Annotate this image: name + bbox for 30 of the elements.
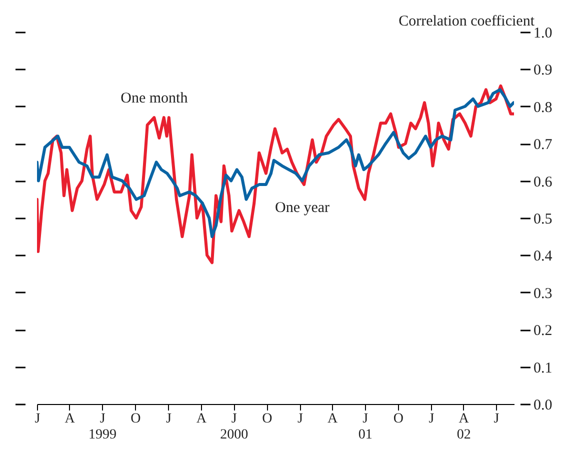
- series-label: One month: [120, 90, 188, 107]
- series-label: One year: [275, 200, 330, 216]
- y-tick-label: 0.5: [534, 212, 552, 228]
- y-tick-label: 0.4: [534, 248, 553, 265]
- x-tick-label: J 01: [358, 412, 372, 442]
- x-tick-label: J 2000: [220, 412, 248, 442]
- x-tick-label: J: [34, 412, 41, 426]
- x-tick-label: A: [196, 412, 208, 426]
- y-tick-label: 1.0: [534, 26, 552, 42]
- x-tick-label: O: [262, 412, 272, 426]
- x-tick-label: J: [166, 412, 172, 426]
- y-tick-label: 0.6: [534, 174, 553, 190]
- x-tick-label: O: [393, 412, 404, 426]
- y-tick-label: 0.2: [534, 323, 552, 340]
- line-series: [37, 88, 514, 238]
- y-axis-title: Correlation coefficient: [398, 14, 536, 30]
- y-tick-label: 0.8: [534, 100, 552, 116]
- x-tick-label: J: [298, 412, 304, 426]
- y-tick-label: 0.1: [534, 360, 552, 376]
- y-tick-label: 0.9: [534, 62, 552, 79]
- x-tick-label: J: [428, 412, 435, 426]
- x-tick-label: A 02: [456, 412, 471, 442]
- y-tick-label: 0.0: [534, 398, 552, 414]
- x-tick-label: J 1999: [88, 412, 117, 442]
- y-tick-label: 0.3: [534, 286, 552, 302]
- x-tick-label: A: [64, 412, 76, 426]
- y-tick-label: 0.7: [534, 137, 553, 154]
- x-tick-label: A: [328, 412, 339, 426]
- x-tick-label: J: [494, 412, 500, 426]
- x-tick-label: O: [130, 412, 141, 426]
